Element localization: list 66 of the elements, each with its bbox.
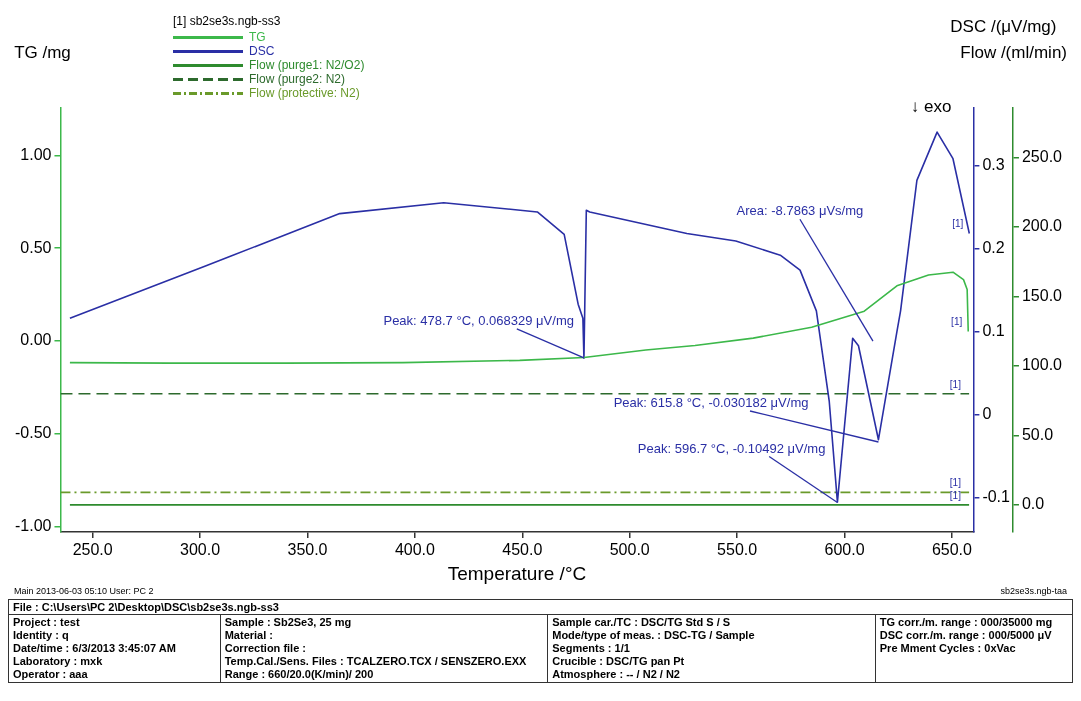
- annotation: Peak: 478.7 °C, 0.068329 μV/mg: [383, 313, 574, 329]
- text: TG corr./m. range : 000/35000 mg: [879, 616, 1054, 629]
- annotation: [1]: [949, 489, 962, 501]
- y3-tick-label: 100.0: [1021, 356, 1063, 374]
- x-tick-label: 650.0: [931, 541, 973, 559]
- annotation: [1]: [951, 316, 963, 328]
- x-tick-label: 500.0: [609, 541, 650, 559]
- annotation: Area: -8.7863 μVs/mg: [736, 203, 864, 219]
- legend-title: [1] sb2se3s.ngb-ss3: [173, 14, 282, 28]
- x-tick-label: 550.0: [717, 541, 758, 559]
- y3-axis-title: Flow /(ml/min): [960, 43, 1067, 62]
- y-tick-label: 0.00: [20, 331, 52, 349]
- text: Flow (protective: N2): [249, 86, 360, 100]
- text: Segments : 1/1: [552, 642, 631, 655]
- x-tick-label: 350.0: [287, 541, 328, 559]
- y2-axis-title: DSC /(μV/mg): [950, 17, 1057, 36]
- x-tick-label: 450.0: [502, 541, 543, 559]
- text: Pre Mment Cycles : 0xVac: [879, 642, 1017, 655]
- text: Temp.Cal./Sens. Files : TCALZERO.TCX / SENSZERO.EXX: [224, 655, 528, 668]
- text: Sample car./TC : DSC/TG Std S / S: [552, 616, 732, 629]
- text: DSC: [249, 44, 275, 58]
- y2-tick-label: -0.1: [982, 488, 1011, 506]
- y-tick-label: -1.00: [15, 516, 52, 534]
- y-tick-label: 0.50: [20, 238, 52, 256]
- y-tick-label: 1.00: [20, 145, 52, 163]
- annotation: [1]: [949, 378, 962, 390]
- text: File : C:\Users\PC 2\Desktop\DSC\sb2se3s.ngb-ss3: [9, 600, 1072, 615]
- text: Flow (purge1: N2/O2): [249, 58, 365, 72]
- y2-tick-label: 0.3: [982, 155, 1005, 173]
- y-axis-title: TG /mg: [14, 43, 71, 62]
- y-tick-label: -0.50: [15, 424, 52, 442]
- text: Range : 660/20.0(K/min)/ 200: [224, 668, 375, 681]
- y2-tick-label: 0.1: [982, 322, 1005, 340]
- x-axis-title: Temperature /°C: [447, 562, 587, 584]
- y3-tick-label: 200.0: [1021, 217, 1063, 235]
- y3-tick-label: 50.0: [1021, 425, 1054, 443]
- annotation: [1]: [949, 477, 962, 489]
- annotation: Peak: 615.8 °C, -0.030182 μV/mg: [613, 395, 809, 411]
- text: Main 2013-06-03 05:10 User: PC 2: [14, 586, 154, 596]
- x-tick-label: 300.0: [180, 541, 221, 559]
- text: DSC corr./m. range : 000/5000 μV: [879, 629, 1053, 642]
- y2-tick-label: 0.2: [982, 238, 1005, 256]
- y2-tick-label: 0: [982, 405, 992, 423]
- text: Correction file :: [224, 642, 307, 655]
- text: Date/time : 6/3/2013 3:45:07 AM: [13, 642, 177, 655]
- text: TG: [249, 30, 266, 44]
- x-tick-label: 600.0: [824, 541, 865, 559]
- annotation: [1]: [952, 218, 964, 230]
- x-tick-label: 250.0: [72, 541, 113, 559]
- text: sb2se3s.ngb-taa: [1000, 586, 1067, 596]
- text: Crucible : DSC/TG pan Pt: [552, 655, 686, 668]
- text: Identity : q: [13, 629, 70, 642]
- text: Project : test: [13, 616, 81, 629]
- text: Laboratory : mxk: [13, 655, 104, 668]
- text: Operator : aaa: [13, 668, 89, 681]
- text: Mode/type of meas. : DSC-TG / Sample: [552, 629, 756, 642]
- x-tick-label: 400.0: [394, 541, 436, 559]
- annotation: Peak: 596.7 °C, -0.10492 μV/mg: [637, 440, 826, 456]
- text: Sample : Sb2Se3, 25 mg: [224, 616, 353, 629]
- y3-tick-label: 0.0: [1021, 495, 1045, 513]
- y3-tick-label: 150.0: [1021, 286, 1063, 304]
- text: Atmosphere : -- / N2 / N2: [552, 668, 681, 681]
- text: Material :: [224, 629, 274, 642]
- y3-tick-label: 250.0: [1021, 148, 1063, 165]
- text: Flow (purge2: N2): [249, 72, 346, 86]
- annotation: ↓ exo: [910, 97, 952, 117]
